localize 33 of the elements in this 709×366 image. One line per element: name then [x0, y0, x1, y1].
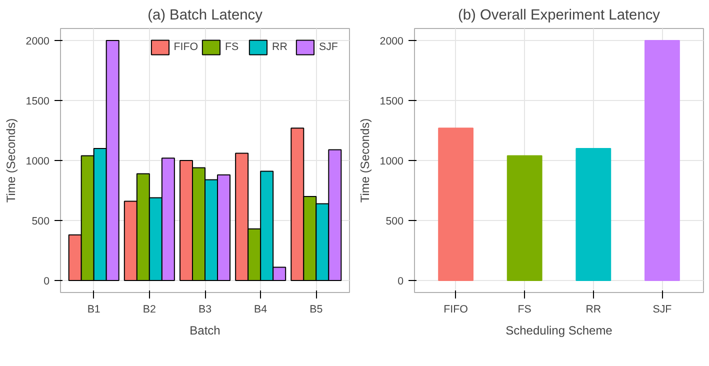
bar: [438, 128, 474, 281]
y-tick-label: 1500: [380, 96, 404, 108]
legend-label: RR: [272, 41, 288, 53]
x-tick-label: B3: [198, 304, 212, 316]
bar: [506, 155, 542, 281]
legend-label: FIFO: [174, 41, 198, 53]
y-tick-label: 500: [32, 216, 50, 228]
y-tick-label: 2000: [26, 36, 50, 48]
x-tick-label: SJF: [652, 304, 672, 316]
y-tick-label: 0: [398, 276, 404, 288]
y-tick-label: 0: [44, 276, 50, 288]
legend-label: FS: [225, 41, 240, 53]
x-axis-title: Batch: [190, 324, 220, 338]
x-tick-label: B4: [254, 304, 268, 316]
y-axis-title: Time (Seconds): [4, 118, 18, 203]
bar: [576, 148, 612, 281]
x-tick-label: RR: [586, 304, 602, 316]
x-tick-label: FIFO: [444, 304, 468, 316]
x-axis-title: Scheduling Scheme: [506, 324, 613, 338]
y-tick-label: 2000: [380, 36, 404, 48]
y-tick-label: 1000: [380, 156, 404, 168]
chart-title: (a) Batch Latency: [148, 8, 264, 24]
x-tick-label: FS: [518, 304, 532, 316]
x-tick-label: B2: [142, 304, 156, 316]
bar: [644, 40, 680, 281]
y-axis-title: Time (Seconds): [358, 118, 372, 203]
y-tick-label: 500: [386, 216, 404, 228]
legend-label: SJF: [319, 41, 339, 53]
y-tick-label: 1500: [26, 96, 50, 108]
y-tick-label: 1000: [26, 156, 50, 168]
x-tick-label: B5: [310, 304, 323, 316]
x-tick-label: B1: [87, 304, 100, 316]
chart-title: (b) Overall Experiment Latency: [458, 8, 661, 24]
